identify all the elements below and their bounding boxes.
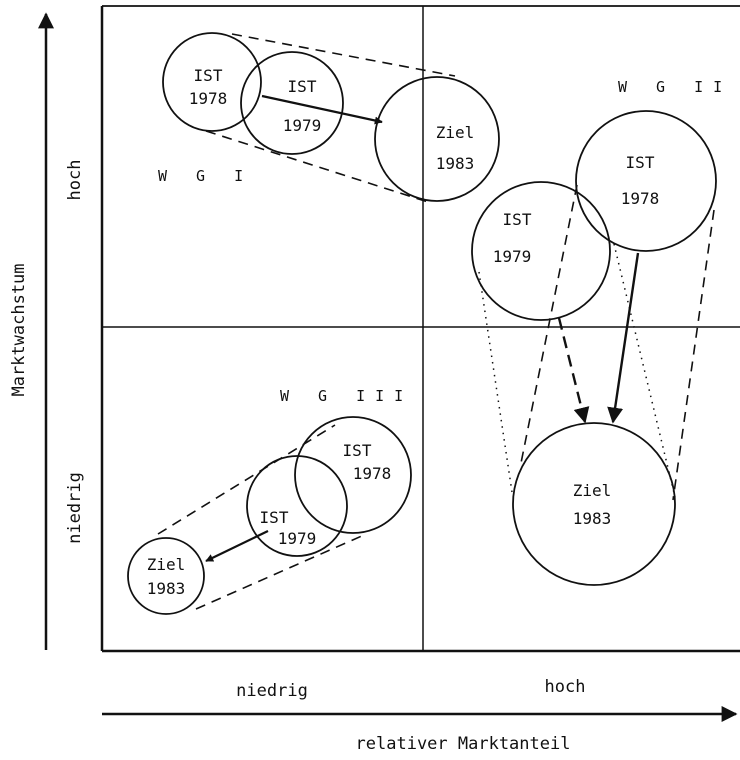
wg3-c1-line2: 1978 — [353, 464, 392, 483]
wg1-c3-line1: Ziel — [436, 123, 475, 142]
wg1-envelope-top — [231, 33, 456, 77]
wg2-envelope-1979-left — [478, 271, 513, 493]
wg1-label: W G I — [158, 167, 253, 185]
wg3-c2-line2: 1979 — [278, 529, 317, 548]
group-wg-2: W G II IST 1978 IST 1979 Ziel 1983 — [471, 78, 732, 586]
wg2-circle-ziel-1983 — [512, 422, 676, 586]
group-wg-3: W G III IST 1978 IST 1979 Ziel 1983 — [127, 387, 413, 615]
wg1-c2-line2: 1979 — [283, 116, 322, 135]
wg1-c1-line1: IST — [194, 66, 223, 85]
wg2-c1-line1: IST — [626, 153, 655, 172]
wg3-c2-line1: IST — [260, 508, 289, 527]
wg3-c3-line2: 1983 — [147, 579, 186, 598]
wg3-arrow — [205, 530, 269, 562]
wg2-c3-line2: 1983 — [573, 509, 612, 528]
wg2-c3-line1: Ziel — [573, 481, 612, 500]
wg3-circle-ziel-1983 — [127, 537, 205, 615]
wg3-label: W G III — [280, 387, 413, 405]
wg2-c2-line2: 1979 — [493, 247, 532, 266]
wg1-c2-line1: IST — [288, 77, 317, 96]
wg2-envelope-1978-left — [519, 184, 578, 469]
y-axis-title: Marktwachstum — [9, 263, 29, 396]
wg2-arrow-1979 — [557, 317, 590, 424]
wg2-arrow-1978 — [607, 252, 640, 424]
wg2-circle-ist-1979 — [471, 181, 611, 321]
wg2-circle-ist-1978 — [575, 110, 717, 252]
x-high-label: hoch — [545, 677, 586, 697]
wg2-envelope-1978-right — [672, 209, 715, 501]
wg3-envelope-bottom — [195, 534, 365, 610]
group-wg-1: W G I IST 1978 IST 1979 Ziel 1983 — [158, 32, 500, 203]
wg3-circle-ist-1978 — [294, 416, 412, 534]
y-low-label: niedrig — [65, 472, 85, 544]
wg1-c3-line2: 1983 — [436, 154, 475, 173]
x-low-label: niedrig — [236, 681, 308, 701]
wg1-circle-ist-1979 — [240, 51, 344, 155]
wg1-c1-line2: 1978 — [189, 89, 228, 108]
wg1-circle-ziel-1983 — [374, 76, 500, 202]
wg2-c2-line1: IST — [503, 210, 532, 229]
wg2-envelope-1979-right — [613, 243, 676, 498]
wg1-arrow — [261, 94, 383, 125]
wg3-c1-line1: IST — [343, 441, 372, 460]
wg3-circle-ist-1979 — [246, 455, 348, 557]
wg2-c1-line2: 1978 — [621, 189, 660, 208]
wg2-label: W G II — [618, 78, 732, 96]
wg3-c3-line1: Ziel — [147, 555, 186, 574]
wg1-circle-ist-1978 — [162, 32, 262, 132]
y-high-label: hoch — [65, 160, 85, 201]
wg3-envelope-top — [157, 424, 336, 535]
wg1-envelope-bottom — [205, 130, 429, 203]
x-axis-title: relativer Marktanteil — [356, 734, 571, 754]
